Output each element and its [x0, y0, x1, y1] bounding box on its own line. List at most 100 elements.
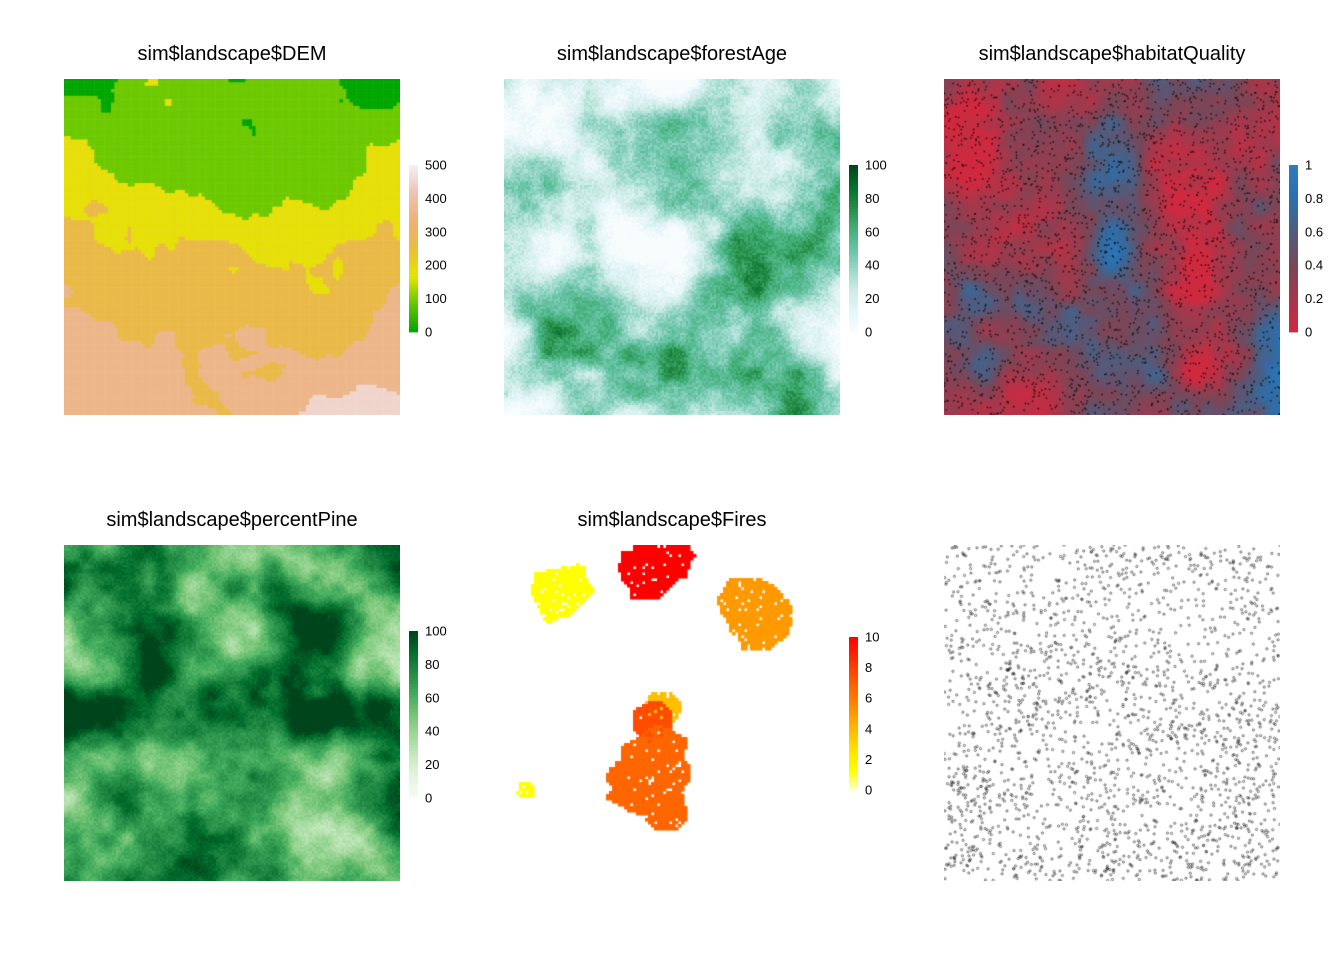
colorbar-swatch — [1289, 198, 1298, 201]
colorbar-swatch — [1289, 301, 1298, 304]
colorbar-tick-label: 200 — [425, 258, 447, 273]
colorbar-tick-label: 2 — [865, 752, 872, 767]
colorbar-swatch — [409, 795, 418, 798]
colorbar-swatch — [409, 235, 418, 238]
colorbar-swatch — [849, 772, 858, 775]
colorbar-swatch — [1289, 215, 1298, 218]
colorbar-swatch — [1289, 249, 1298, 252]
colorbar-swatch — [849, 785, 858, 788]
colorbar-swatch — [409, 243, 418, 246]
colorbar-swatch — [409, 731, 418, 734]
colorbar-swatch — [409, 737, 418, 740]
colorbar-swatch — [1289, 223, 1298, 226]
colorbar-swatch — [1289, 268, 1298, 271]
colorbar-swatch — [409, 712, 418, 715]
colorbar-swatch — [849, 268, 858, 271]
colorbar-swatch — [409, 753, 418, 756]
colorbar-swatch — [409, 218, 418, 221]
colorbar-swatch — [409, 257, 418, 260]
colorbar-swatch — [409, 184, 418, 187]
colorbar-tick-label: 60 — [425, 690, 439, 705]
colorbar-swatch — [1289, 204, 1298, 207]
colorbar-swatch — [409, 781, 418, 784]
colorbar-swatch — [1289, 307, 1298, 310]
colorbar-swatch — [849, 657, 858, 660]
colorbar-swatch — [1289, 168, 1298, 171]
colorbar-swatch — [409, 726, 418, 729]
colorbar-tick-label: 60 — [865, 224, 879, 239]
colorbar-swatch — [409, 639, 418, 642]
colorbar-tick-label: 10 — [865, 630, 879, 645]
panel-title-dem: sim$landscape$DEM — [138, 43, 327, 65]
colorbar-swatch — [849, 176, 858, 179]
colorbar-tick-label: 0 — [865, 783, 872, 798]
colorbar-swatch — [1289, 251, 1298, 254]
colorbar-swatch — [409, 307, 418, 310]
colorbar-swatch — [409, 301, 418, 304]
colorbar-swatch — [849, 693, 858, 696]
colorbar-swatch — [849, 246, 858, 249]
colorbar-swatch — [849, 703, 858, 706]
colorbar-swatch — [849, 698, 858, 701]
colorbar-tick-label: 0 — [425, 325, 432, 340]
colorbar-swatch — [409, 687, 418, 690]
colorbar-swatch — [409, 695, 418, 698]
colorbar-tick-label: 40 — [425, 724, 439, 739]
raster-percent-pine — [64, 545, 400, 881]
colorbar-swatch — [849, 251, 858, 254]
colorbar-swatch — [1289, 165, 1298, 168]
colorbar-swatch — [409, 770, 418, 773]
colorbar-swatch — [849, 642, 858, 645]
colorbar-swatch — [409, 756, 418, 759]
colorbar-swatch — [849, 215, 858, 218]
colorbar-swatch — [409, 648, 418, 651]
colorbar-swatch — [409, 742, 418, 745]
colorbar-swatch — [849, 193, 858, 196]
colorbar-swatch — [849, 663, 858, 666]
colorbar-swatch — [409, 670, 418, 673]
colorbar-swatch — [409, 179, 418, 182]
colorbar-swatch — [1289, 265, 1298, 268]
colorbar-tick-label: 6 — [865, 691, 872, 706]
colorbar-swatch — [409, 210, 418, 213]
colorbar-swatch — [409, 706, 418, 709]
colorbar-tick-label: 0 — [865, 325, 872, 340]
colorbar-swatch — [1289, 329, 1298, 332]
colorbar-swatch — [849, 696, 858, 699]
colorbar-tick-label: 0.6 — [1305, 224, 1323, 239]
colorbar-swatch — [1289, 262, 1298, 265]
colorbar-swatch — [409, 290, 418, 293]
colorbar-habitat-quality: 00.20.40.60.81 — [1289, 158, 1323, 340]
colorbar-swatch — [409, 260, 418, 263]
colorbar-swatch — [849, 207, 858, 210]
colorbar-swatch — [409, 251, 418, 254]
colorbar-swatch — [409, 276, 418, 279]
colorbar-swatch — [849, 731, 858, 734]
colorbar-swatch — [849, 223, 858, 226]
colorbar-swatch — [849, 296, 858, 299]
colorbar-swatch — [1289, 276, 1298, 279]
colorbar-swatch — [409, 246, 418, 249]
colorbar-swatch — [1289, 282, 1298, 285]
colorbar-tick-label: 8 — [865, 660, 872, 675]
raster-forest-age — [504, 79, 840, 415]
colorbar-swatch — [409, 237, 418, 240]
colorbar-swatch — [409, 287, 418, 290]
colorbar-swatch — [1289, 237, 1298, 240]
colorbar-swatch — [849, 257, 858, 260]
colorbar-tick-label: 1 — [1305, 158, 1312, 173]
colorbar-swatch — [409, 274, 418, 277]
colorbar-swatch — [849, 299, 858, 302]
colorbar-swatch — [409, 684, 418, 687]
colorbar-swatch — [849, 752, 858, 755]
colorbar-swatch — [409, 310, 418, 313]
colorbar-swatch — [849, 324, 858, 327]
colorbar-swatch — [409, 728, 418, 731]
colorbar-swatch — [849, 237, 858, 240]
colorbar-tick-label: 100 — [425, 624, 447, 639]
colorbar-swatch — [849, 673, 858, 676]
colorbar-swatch — [409, 293, 418, 296]
colorbar-swatch — [409, 720, 418, 723]
colorbar-swatch — [409, 168, 418, 171]
colorbar-swatch — [409, 673, 418, 676]
